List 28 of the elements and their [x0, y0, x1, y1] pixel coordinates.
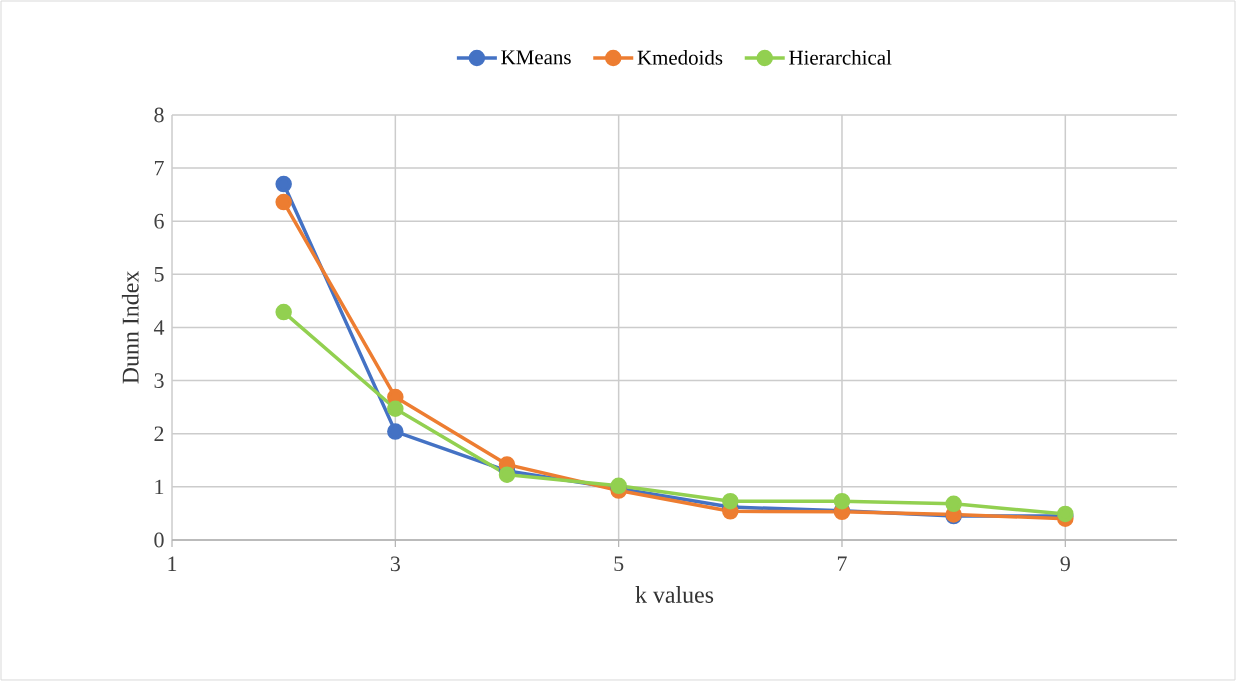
y-tick-label: 5	[154, 267, 164, 282]
point	[275, 193, 292, 211]
x-tick-label: 1	[168, 556, 177, 571]
point	[387, 423, 404, 440]
legend-label: KMeans	[501, 50, 571, 65]
x-tick-label: 9	[1060, 556, 1070, 572]
y-axis-title: Dunn Index	[121, 271, 139, 384]
y-tick-label: 1	[155, 479, 164, 495]
y-tick-label: 6	[154, 213, 164, 229]
point	[275, 303, 292, 321]
x-tick-label: 3	[390, 556, 400, 572]
x-tick-label: 5	[614, 556, 624, 572]
point	[833, 492, 851, 510]
y-tick-label: 4	[153, 320, 165, 335]
y-tick-label: 2	[154, 426, 164, 441]
y-tick-label: 8	[154, 107, 164, 123]
point	[945, 495, 962, 513]
x-tick-label: 7	[837, 556, 847, 571]
x-axis-title: k values	[635, 586, 714, 603]
point	[722, 492, 739, 510]
point	[387, 400, 404, 418]
legend-label: Hierarchical	[789, 50, 892, 65]
y-tick-label: 0	[154, 532, 164, 548]
legend-label: Kmedoids	[637, 50, 723, 65]
y-tick-label: 7	[154, 160, 164, 176]
point	[275, 175, 292, 193]
y-tick-label: 3	[154, 373, 164, 388]
point	[498, 466, 516, 483]
